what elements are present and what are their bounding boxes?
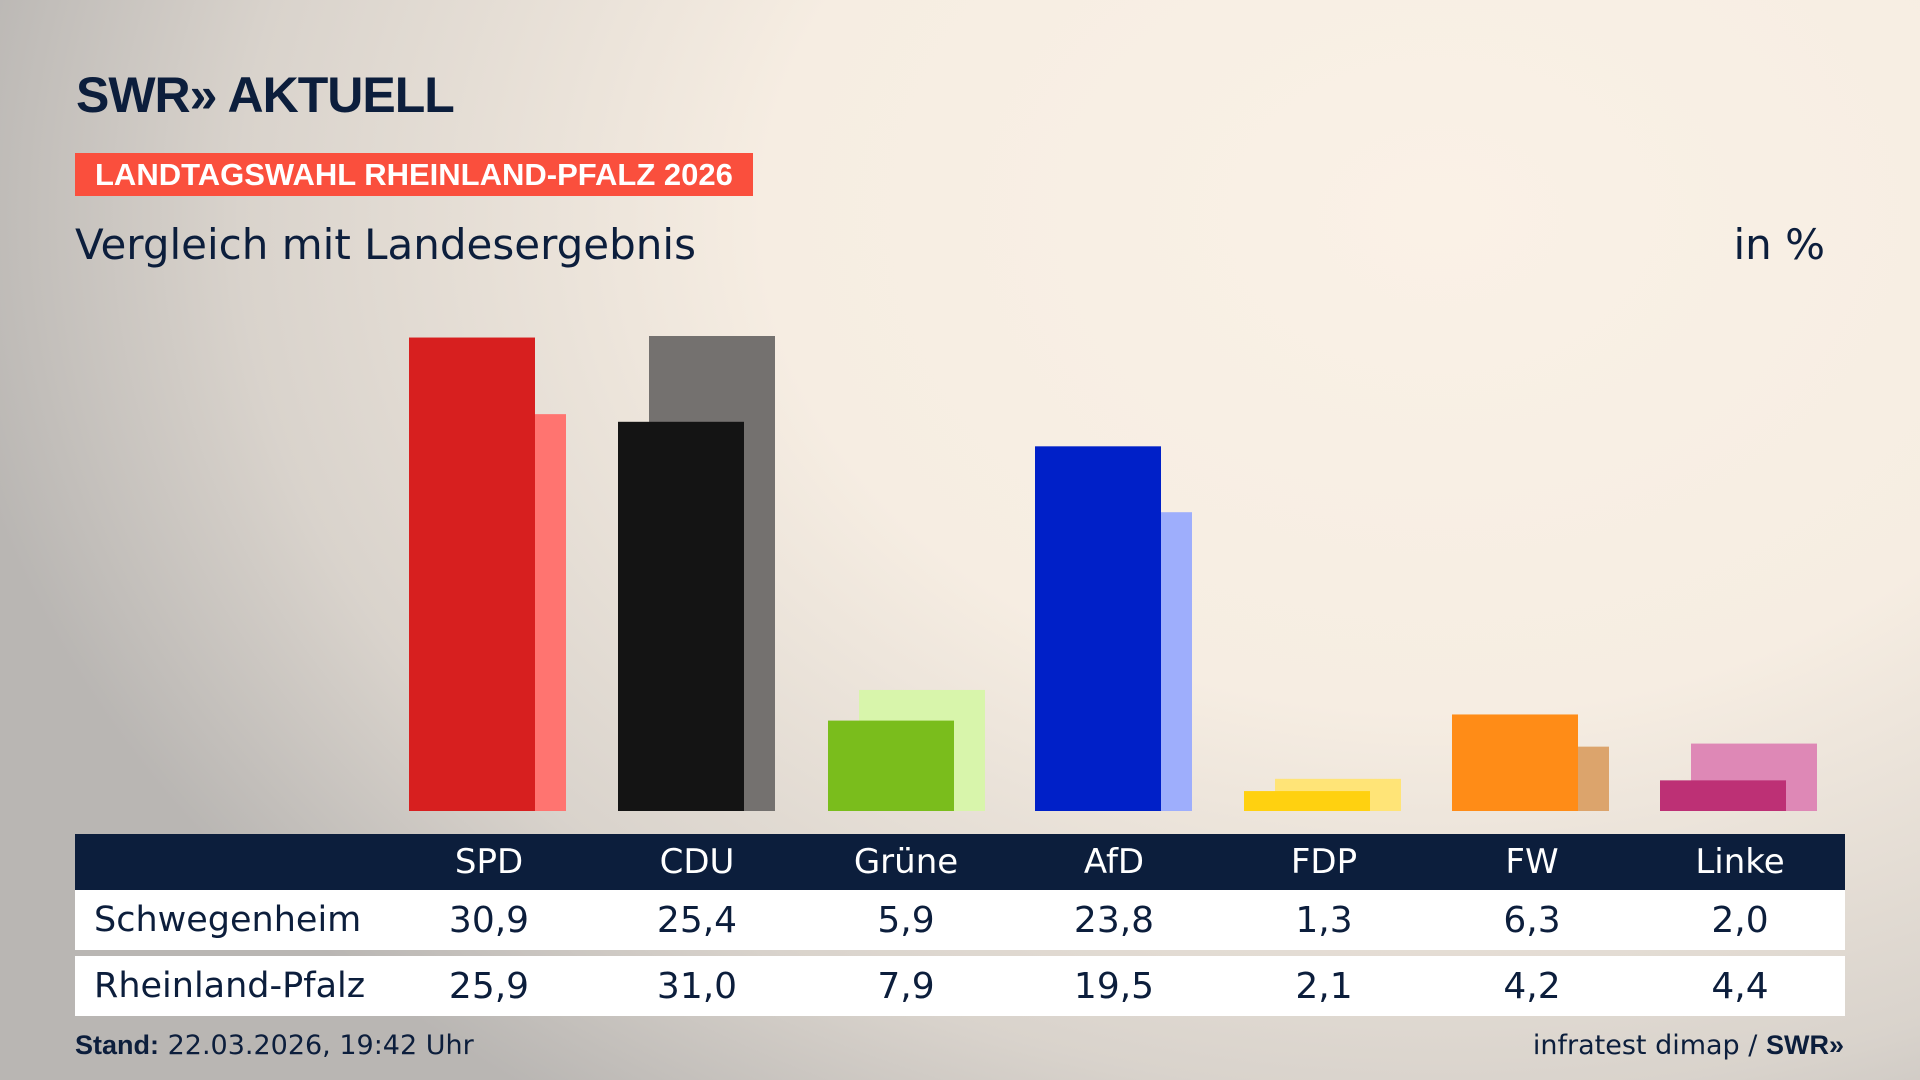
- unit-label: in %: [1733, 220, 1825, 269]
- bar-gemeinde-spd: [409, 337, 535, 811]
- chart-subtitle: Vergleich mit Landesergebnis: [75, 220, 696, 269]
- value-cell: 25,9: [448, 965, 530, 1007]
- swr-aktuell-logo: SWR» AKTUELL: [76, 67, 455, 123]
- source-text: infratest dimap /: [1532, 1030, 1758, 1061]
- table-row: Schwegenheim 30,9 25,4 5,9 23,8 1,3 6,3 2,0: [75, 890, 1845, 950]
- party-header: FDP: [1290, 842, 1358, 882]
- row-label: Schwegenheim: [94, 900, 362, 940]
- swr-small-logo: SWR»: [1765, 1030, 1844, 1060]
- value-cell: 19,5: [1073, 965, 1155, 1007]
- party-header: Grüne: [853, 842, 959, 882]
- value-cell: 31,0: [656, 965, 738, 1007]
- value-cell: 1,3: [1295, 899, 1353, 941]
- row-label: Rheinland-Pfalz: [94, 966, 366, 1006]
- stand-value: 22.03.2026, 19:42 Uhr: [167, 1030, 474, 1061]
- value-cell: 5,9: [877, 899, 935, 941]
- party-header: AfD: [1083, 842, 1145, 882]
- value-cell: 23,8: [1073, 899, 1155, 941]
- party-header: FW: [1505, 842, 1559, 882]
- results-table: SPD CDU Grüne AfD FDP FW Linke Schwegenheim 30…: [75, 834, 1845, 1016]
- bar-gemeinde-linke: [1660, 780, 1786, 811]
- bar-gemeinde-cdu: [618, 421, 744, 811]
- value-cell: 25,4: [656, 899, 738, 941]
- timestamp: Stand: 22.03.2026, 19:42 Uhr: [75, 1030, 474, 1061]
- party-header: SPD: [454, 842, 524, 882]
- value-cell: 4,4: [1711, 965, 1769, 1007]
- value-cell: 2,1: [1295, 965, 1353, 1007]
- stand-label: Stand:: [75, 1030, 159, 1060]
- source: infratest dimap / SWR»: [1533, 1030, 1844, 1061]
- bar-gemeinde-afd: [1035, 446, 1161, 811]
- value-cell: 7,9: [877, 965, 935, 1007]
- value-cell: 4,2: [1503, 965, 1561, 1007]
- value-cell: 6,3: [1503, 899, 1561, 941]
- bar-gemeinde-grüne: [828, 720, 954, 811]
- value-cell: 30,9: [448, 899, 530, 941]
- party-header: CDU: [659, 842, 735, 882]
- table-row: Rheinland-Pfalz 25,9 31,0 7,9 19,5 2,1 4,2 4,4: [75, 956, 1845, 1016]
- table-header: SPD CDU Grüne AfD FDP FW Linke: [75, 834, 1845, 890]
- party-header: Linke: [1695, 842, 1785, 882]
- bar-gemeinde-fw: [1452, 714, 1578, 811]
- bar-gemeinde-fdp: [1244, 791, 1370, 811]
- election-badge: LANDTAGSWAHL RHEINLAND-PFALZ 2026: [75, 153, 753, 196]
- value-cell: 2,0: [1711, 899, 1769, 941]
